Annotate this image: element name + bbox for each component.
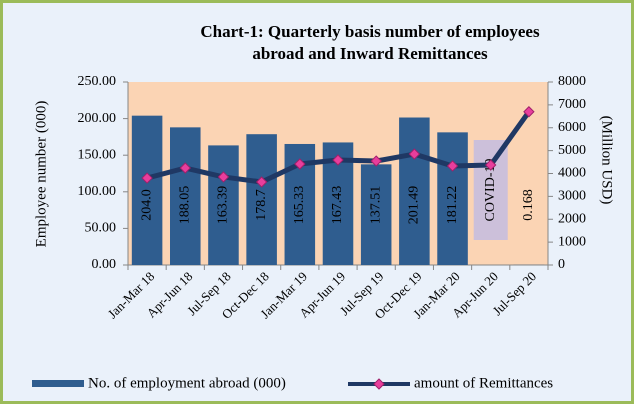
bar (208, 145, 239, 265)
y-tick-label: 100.00 (78, 184, 117, 199)
chart-title: Chart-1: Quarterly basis number of emplo… (200, 22, 540, 41)
y-tick-label: 50.00 (85, 221, 117, 236)
legend-swatch (32, 380, 84, 387)
y-axis-title: Employee number (000) (33, 101, 49, 248)
y-tick-label: 0.00 (92, 257, 117, 272)
data-label: 181.22 (445, 186, 460, 225)
y2-tick-label: 3000 (558, 189, 586, 204)
data-label: 163.39 (216, 186, 231, 225)
data-label: 167.43 (330, 186, 345, 225)
bar (399, 117, 430, 265)
y-tick-label: 250.00 (78, 74, 117, 89)
annotation: COVID-19 (483, 159, 498, 222)
y2-tick-label: 2000 (558, 211, 586, 226)
y2-tick-label: 8000 (558, 74, 586, 89)
bar (246, 134, 277, 265)
y2-tick-label: 6000 (558, 120, 586, 135)
marker (141, 172, 153, 184)
legend-label: amount of Remittances (414, 375, 553, 391)
marker (255, 176, 268, 188)
marker (332, 154, 344, 166)
data-label: 137.51 (368, 186, 383, 225)
bar (131, 115, 163, 265)
marker (294, 158, 306, 170)
data-label: 188.05 (177, 186, 192, 225)
bar (360, 164, 392, 265)
bar (170, 127, 201, 265)
annotation-box (473, 140, 508, 240)
y2-axis-title: (Million USD) (599, 116, 615, 205)
y2-tick-label: 1000 (558, 234, 586, 249)
y2-tick-label: 5000 (558, 143, 586, 158)
y2-tick-label: 4000 (558, 166, 586, 181)
data-label: 0.168 (521, 189, 536, 221)
marker (217, 171, 230, 183)
marker (370, 155, 382, 167)
y-tick-label: 200.00 (78, 111, 117, 126)
legend-marker (373, 378, 385, 390)
y-tick-label: 150.00 (78, 147, 117, 162)
bar (437, 132, 468, 265)
data-label: 201.49 (407, 186, 422, 225)
data-label: 165.33 (292, 186, 307, 225)
data-label: 204.0 (139, 189, 154, 221)
marker (523, 106, 535, 118)
marker (446, 160, 459, 172)
y2-tick-label: 0 (558, 257, 565, 272)
marker (408, 148, 421, 160)
marker (179, 162, 191, 174)
legend-label: No. of employment abroad (000) (88, 375, 286, 391)
marker (485, 159, 497, 171)
y2-tick-label: 7000 (558, 97, 586, 112)
data-label: 178.7 (254, 189, 269, 221)
chart-title: abroad and Inward Remittances (252, 44, 488, 63)
